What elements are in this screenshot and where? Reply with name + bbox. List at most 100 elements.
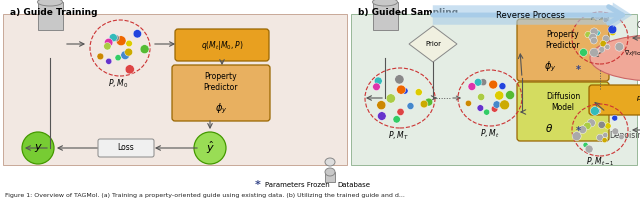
Circle shape: [595, 108, 601, 114]
FancyArrowPatch shape: [433, 7, 623, 23]
Text: *: *: [575, 65, 580, 75]
FancyBboxPatch shape: [172, 65, 270, 121]
Ellipse shape: [325, 158, 335, 166]
FancyBboxPatch shape: [175, 29, 269, 61]
FancyBboxPatch shape: [517, 19, 609, 81]
Text: $P, M_0$: $P, M_0$: [590, 12, 610, 24]
Circle shape: [615, 42, 623, 51]
FancyBboxPatch shape: [589, 85, 640, 115]
Text: $p_{\theta,\phi_y}(M_{t-1}|M_t, P, y)$: $p_{\theta,\phi_y}(M_{t-1}|M_t, P, y)$: [636, 94, 640, 106]
FancyBboxPatch shape: [517, 82, 609, 141]
Text: Diffusion
Model: Diffusion Model: [546, 92, 580, 112]
Text: a) Guide Training: a) Guide Training: [10, 8, 97, 17]
Circle shape: [589, 48, 598, 57]
Circle shape: [397, 85, 406, 94]
Circle shape: [585, 32, 591, 38]
Text: $\hat{y}$: $\hat{y}$: [205, 140, 214, 156]
Text: Loss: Loss: [118, 143, 134, 153]
Text: $P, M_0$: $P, M_0$: [108, 78, 128, 90]
Circle shape: [393, 116, 401, 123]
Circle shape: [591, 106, 599, 115]
Text: $q(M_t|M_0, P)$: $q(M_t|M_0, P)$: [201, 39, 243, 52]
Text: $P, M_t$: $P, M_t$: [480, 128, 500, 141]
Circle shape: [598, 121, 605, 128]
Circle shape: [612, 115, 618, 121]
FancyBboxPatch shape: [351, 14, 637, 165]
Circle shape: [602, 35, 609, 42]
Circle shape: [600, 40, 607, 47]
Circle shape: [588, 119, 595, 127]
Circle shape: [605, 44, 610, 49]
Ellipse shape: [325, 168, 335, 176]
Text: Reverse Process: Reverse Process: [495, 11, 564, 20]
Circle shape: [121, 51, 129, 60]
Circle shape: [109, 34, 117, 42]
Text: $\phi_y$: $\phi_y$: [215, 102, 227, 116]
Circle shape: [603, 17, 609, 23]
Circle shape: [465, 100, 472, 106]
Circle shape: [602, 138, 607, 143]
Circle shape: [579, 126, 586, 134]
Text: $\nabla_{X_t^M}\log p_{\phi_y}(y|M_t,P,t)$: $\nabla_{X_t^M}\log p_{\phi_y}(y|M_t,P,t…: [624, 49, 640, 61]
Circle shape: [113, 35, 120, 41]
Circle shape: [386, 94, 396, 103]
Text: $\theta$: $\theta$: [545, 122, 553, 134]
Polygon shape: [409, 26, 457, 62]
Text: $P, M_T$: $P, M_T$: [388, 130, 408, 142]
Circle shape: [484, 109, 490, 115]
Text: Figure 1: Overview of TAGMol. (a) Training a property-oriented guide using exist: Figure 1: Overview of TAGMol. (a) Traini…: [5, 194, 405, 199]
Circle shape: [125, 65, 134, 74]
Circle shape: [194, 132, 226, 164]
Circle shape: [104, 43, 111, 50]
Circle shape: [377, 101, 386, 110]
Circle shape: [477, 93, 484, 101]
Text: Property
Predictor: Property Predictor: [204, 72, 238, 92]
Text: Property
Predictor: Property Predictor: [546, 30, 580, 50]
Circle shape: [493, 101, 500, 108]
Text: Denoising: Denoising: [609, 130, 640, 140]
Circle shape: [116, 36, 126, 46]
Circle shape: [596, 134, 604, 141]
Circle shape: [506, 90, 515, 100]
Circle shape: [468, 83, 476, 90]
Circle shape: [495, 91, 504, 100]
Circle shape: [104, 38, 113, 47]
Text: $y$: $y$: [33, 142, 42, 154]
Text: *: *: [575, 126, 580, 136]
Circle shape: [133, 29, 141, 38]
Text: Database: Database: [337, 182, 370, 188]
Circle shape: [397, 108, 404, 116]
Circle shape: [126, 40, 132, 47]
Circle shape: [590, 28, 598, 36]
Circle shape: [612, 128, 619, 135]
Circle shape: [420, 100, 428, 108]
Circle shape: [22, 132, 54, 164]
Circle shape: [603, 133, 608, 138]
FancyArrowPatch shape: [433, 2, 632, 27]
Circle shape: [580, 48, 588, 56]
Circle shape: [477, 105, 484, 111]
Circle shape: [609, 29, 616, 36]
FancyBboxPatch shape: [325, 172, 335, 182]
Circle shape: [140, 45, 149, 54]
Circle shape: [395, 75, 404, 84]
Circle shape: [106, 58, 112, 64]
FancyBboxPatch shape: [3, 14, 347, 165]
Circle shape: [492, 105, 498, 112]
Text: Parameters Frozen: Parameters Frozen: [265, 182, 330, 188]
Circle shape: [585, 145, 593, 153]
Text: b) Guided Sampling: b) Guided Sampling: [358, 8, 458, 17]
Circle shape: [605, 123, 611, 129]
Circle shape: [125, 48, 132, 56]
Circle shape: [115, 55, 121, 61]
Circle shape: [583, 142, 588, 147]
FancyBboxPatch shape: [372, 2, 397, 30]
Text: Guidance: Guidance: [637, 21, 640, 31]
Circle shape: [589, 33, 596, 41]
Text: $P, M_{t-1}$: $P, M_{t-1}$: [586, 156, 614, 168]
Circle shape: [500, 100, 509, 110]
Circle shape: [572, 132, 581, 141]
Circle shape: [415, 89, 422, 96]
Circle shape: [599, 46, 605, 52]
Circle shape: [591, 37, 597, 44]
